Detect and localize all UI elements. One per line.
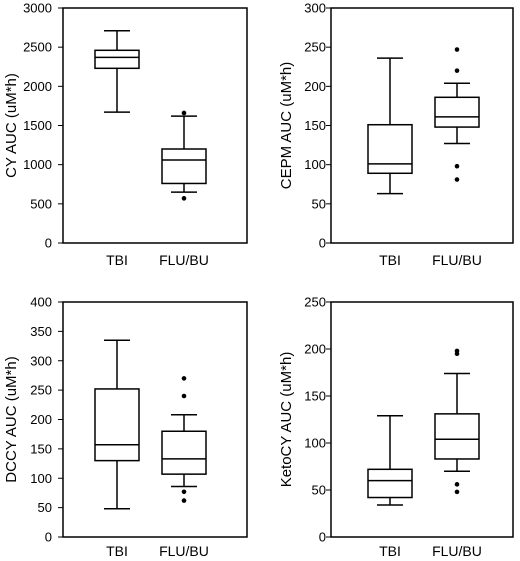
iqr-box [434, 413, 480, 460]
panel-cy: CY AUC (uM*h) TBI FLU/BU 0 500 1000 1500 200… [3, 1, 248, 268]
y-axis-label: CY AUC (uM*h) [3, 73, 20, 178]
y-tick-label: 250 [304, 40, 326, 55]
y-tick-label: 1500 [23, 118, 52, 133]
x-category-label: FLU/BU [432, 252, 482, 268]
outlier-point [181, 489, 187, 495]
y-tick-label: 100 [304, 157, 326, 172]
y-tick-label: 200 [304, 79, 326, 94]
outlier-point [181, 376, 187, 381]
outlier-point [454, 348, 460, 354]
outlier-point [454, 47, 460, 52]
panel-ketocy: KetoCY AUC (uM*h) TBI FLU/BU 0 50 100 150 20… [278, 295, 514, 559]
y-tick-label: 0 [45, 236, 52, 251]
y-tick-label: 400 [30, 295, 52, 310]
outlier-point [454, 489, 460, 495]
plot-frame [62, 7, 248, 244]
y-tick-label: 3000 [23, 1, 52, 16]
box-flu-bu [434, 47, 480, 182]
y-tick-label: 2500 [23, 40, 52, 55]
y-axis-label: KetoCY AUC (uM*h) [278, 352, 295, 488]
y-axis-label: DCCY AUC (uM*h) [3, 356, 20, 482]
outlier-point [181, 393, 187, 399]
x-category-label: FLU/BU [159, 543, 209, 559]
outlier-point [181, 196, 187, 201]
box-flu-bu [161, 376, 207, 503]
y-tick-label: 0 [45, 530, 52, 545]
y-tick-label: 50 [312, 483, 326, 498]
outlier-point [454, 482, 460, 487]
y-tick-label: 2000 [23, 79, 52, 94]
x-category-label: FLU/BU [159, 252, 209, 268]
outlier-point [181, 110, 187, 116]
iqr-box [161, 430, 207, 475]
y-tick-label: 200 [304, 342, 326, 357]
box-tbi [94, 29, 140, 113]
box-tbi [367, 57, 413, 195]
box-tbi [367, 414, 413, 506]
x-category-label: TBI [106, 252, 128, 268]
iqr-box [161, 148, 207, 185]
iqr-box [94, 388, 140, 462]
outlier-point [454, 163, 460, 169]
y-tick-label: 150 [30, 441, 52, 456]
y-tick-label: 300 [304, 1, 326, 16]
y-tick-label: 250 [304, 295, 326, 310]
iqr-box [94, 49, 140, 70]
y-tick-label: 50 [38, 500, 52, 515]
panel-dccy: DCCY AUC (uM*h) TBI FLU/BU 0 50 100 150 200 2… [3, 295, 248, 559]
iqr-box [367, 468, 413, 499]
outlier-point [454, 177, 460, 182]
y-axis-label: CEPM AUC (uM*h) [278, 62, 295, 190]
outlier-point [181, 498, 187, 503]
plot-frame [330, 301, 514, 538]
iqr-box [367, 123, 413, 175]
y-tick-label: 350 [30, 324, 52, 339]
x-category-label: TBI [106, 543, 128, 559]
y-tick-label: 0 [319, 236, 326, 251]
y-tick-label: 100 [304, 436, 326, 451]
box-flu-bu [434, 348, 480, 495]
outlier-point [454, 68, 460, 73]
y-tick-label: 300 [30, 353, 52, 368]
box-tbi [94, 339, 140, 510]
y-tick-label: 250 [30, 383, 52, 398]
y-tick-label: 150 [304, 118, 326, 133]
y-tick-label: 200 [30, 412, 52, 427]
y-tick-label: 150 [304, 389, 326, 404]
y-tick-label: 500 [30, 196, 52, 211]
plot-frame [62, 301, 248, 538]
panel-cepm: CEPM AUC (uM*h) TBI FLU/BU 0 50 100 150 200 2… [278, 1, 514, 268]
y-tick-label: 1000 [23, 157, 52, 172]
y-tick-label: 100 [30, 471, 52, 486]
y-tick-label: 0 [319, 530, 326, 545]
x-category-label: FLU/BU [432, 543, 482, 559]
iqr-box [434, 96, 480, 128]
x-category-label: TBI [379, 543, 401, 559]
box-flu-bu [161, 110, 207, 201]
plot-frame [330, 7, 514, 244]
y-tick-label: 50 [312, 196, 326, 211]
x-category-label: TBI [379, 252, 401, 268]
